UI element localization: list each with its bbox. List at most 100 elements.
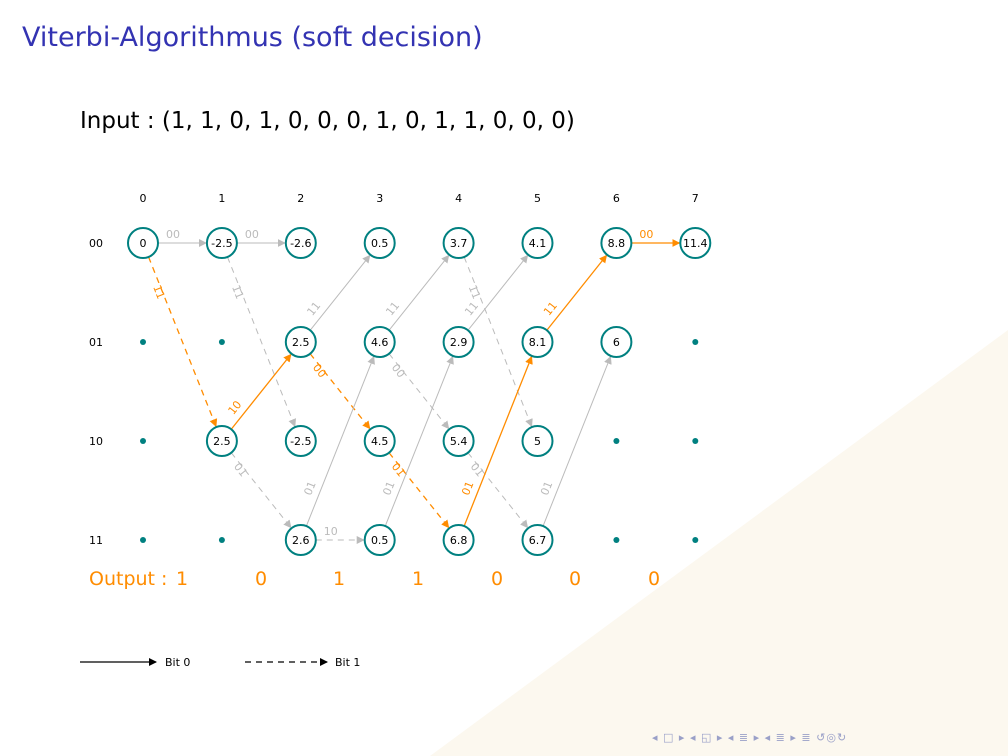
trellis-edge <box>384 355 454 527</box>
trellis-node <box>205 227 238 259</box>
path-metric: 4.6 <box>371 336 389 349</box>
trellis-node <box>442 326 475 358</box>
edge-label: 01 <box>459 479 476 497</box>
slide-title: Viterbi-Algorithmus (soft decision) <box>22 22 483 53</box>
state-label: 00 <box>89 237 103 250</box>
trellis-node <box>600 227 633 259</box>
path-metric: -2.6 <box>290 237 311 250</box>
path-metric: 3.7 <box>450 237 468 250</box>
time-label: 2 <box>297 192 304 205</box>
nav-first-icon[interactable]: ◂ □ ▸ <box>652 731 686 744</box>
trellis-node <box>521 524 554 556</box>
trellis-dot <box>218 537 225 543</box>
trellis-node <box>205 425 238 457</box>
trellis-node <box>521 326 554 358</box>
trellis-dot <box>140 537 146 543</box>
trellis-node <box>363 326 396 358</box>
nav-align-icon[interactable]: ≣ <box>801 731 812 744</box>
trellis-dot <box>692 339 699 345</box>
path-metric: 5 <box>534 435 541 448</box>
trellis-node <box>521 425 554 457</box>
trellis-node <box>442 524 475 556</box>
trellis-node <box>284 425 317 457</box>
edge-label: 00 <box>639 228 653 241</box>
trellis-edge <box>463 355 533 527</box>
path-metric: 8.8 <box>608 237 626 250</box>
trellis-node <box>442 425 475 457</box>
path-metric: 2.5 <box>292 336 310 349</box>
trellis-edge <box>309 353 371 430</box>
trellis-node <box>363 524 396 556</box>
nav-frame-icon[interactable]: ◂ ◱ ▸ <box>689 731 724 744</box>
edge-label: 00 <box>245 228 259 241</box>
path-metric: 8.1 <box>529 336 547 349</box>
time-label: 3 <box>376 192 383 205</box>
path-metric: 0.5 <box>371 534 389 547</box>
time-label: 4 <box>455 192 462 205</box>
trellis-edge <box>147 256 218 428</box>
beamer-navigation: ◂ □ ▸ ◂ ◱ ▸ ◂ ≣ ▸ ◂ ≣ ▸ ≣ ↺◎↻ <box>652 731 847 744</box>
time-label: 1 <box>218 192 225 205</box>
path-metric: 0.5 <box>371 237 389 250</box>
trellis-node <box>679 227 712 259</box>
edge-label: 01 <box>380 479 397 497</box>
trellis-edge <box>388 254 450 331</box>
nav-search-icon[interactable]: ↺◎↻ <box>816 731 848 744</box>
trellis-edge <box>388 353 450 430</box>
trellis-dot <box>692 438 699 444</box>
trellis-edge <box>463 256 533 428</box>
path-metric: 2.5 <box>213 435 231 448</box>
path-metric: 2.6 <box>292 534 310 547</box>
edge-label: 10 <box>324 525 338 538</box>
input-sequence: Input : (1, 1, 0, 1, 0, 0, 0, 1, 0, 1, 1… <box>80 108 575 134</box>
trellis-edge <box>542 355 612 527</box>
path-metric: 6 <box>613 336 620 349</box>
path-metric: 2.9 <box>450 336 468 349</box>
trellis-dot <box>140 438 146 444</box>
path-metric: 5.4 <box>450 435 468 448</box>
edge-label: 00 <box>166 228 180 241</box>
trellis-node <box>363 425 396 457</box>
edge-label: 11 <box>150 283 167 301</box>
trellis-dot <box>140 339 146 345</box>
trellis-edge <box>388 452 450 529</box>
trellis-node <box>284 227 317 259</box>
trellis-edge <box>305 355 375 527</box>
trellis-node <box>363 227 396 259</box>
time-label: 6 <box>613 192 620 205</box>
trellis-edge <box>230 452 292 529</box>
path-metric: -2.5 <box>211 237 232 250</box>
time-label: 5 <box>534 192 541 205</box>
nav-section-icon[interactable]: ◂ ≣ ▸ <box>764 731 797 744</box>
time-label: 7 <box>692 192 699 205</box>
trellis-node <box>600 326 633 358</box>
trellis-node <box>284 524 317 556</box>
legend-solid-label: Bit 0 <box>165 656 190 669</box>
trellis-edge <box>230 353 292 430</box>
trellis-edge <box>467 254 529 331</box>
trellis-edge <box>226 256 297 428</box>
state-label: 11 <box>89 534 103 547</box>
time-label: 0 <box>140 192 147 205</box>
path-metric: -2.5 <box>290 435 311 448</box>
path-metric: 6.8 <box>450 534 468 547</box>
nav-subsection-icon[interactable]: ◂ ≣ ▸ <box>727 731 761 744</box>
trellis-edge <box>309 254 371 331</box>
edge-label: 01 <box>538 479 555 497</box>
trellis-node <box>521 227 554 259</box>
trellis-node <box>442 227 475 259</box>
state-label: 01 <box>89 336 103 349</box>
path-metric: 4.1 <box>529 237 547 250</box>
trellis-edge <box>467 452 529 529</box>
path-metric: 6.7 <box>529 534 547 547</box>
trellis-node <box>284 326 317 358</box>
legend-dashed-label: Bit 1 <box>335 656 360 669</box>
trellis-dot <box>218 339 225 345</box>
path-metric: 4.5 <box>371 435 389 448</box>
edge-label: 11 <box>229 283 246 301</box>
state-label: 10 <box>89 435 103 448</box>
trellis-dot <box>692 537 699 543</box>
path-metric: 0 <box>140 237 147 250</box>
